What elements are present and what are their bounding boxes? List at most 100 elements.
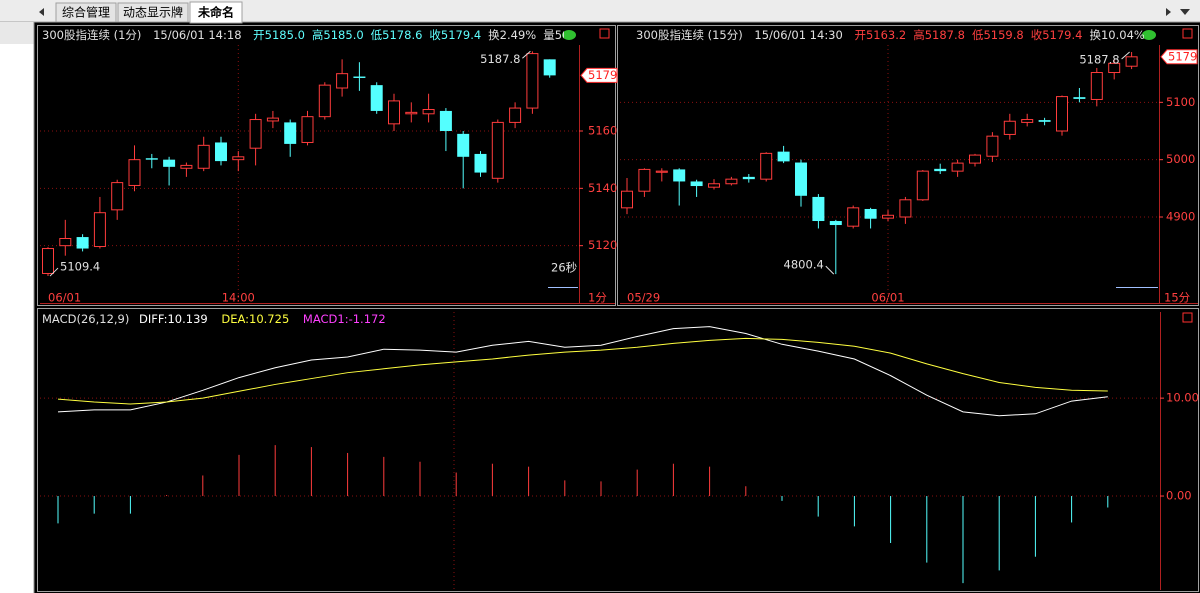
candle-body — [1090, 72, 1103, 100]
maximize-icon[interactable] — [1182, 28, 1193, 39]
candle-body — [526, 53, 539, 109]
candle-body — [422, 109, 435, 115]
candle-body — [673, 169, 686, 182]
candle-body — [215, 142, 227, 162]
candle-body — [847, 207, 860, 227]
legend-entry: DEA:10.725 — [221, 312, 289, 326]
candle-body — [491, 121, 504, 179]
tab-bar — [0, 0, 1200, 22]
header-stat: 换10.04% — [1089, 28, 1144, 42]
header-stat: 收5179.4 — [429, 28, 481, 42]
candle-body — [934, 168, 947, 172]
side-panel-header — [0, 22, 34, 44]
candle-body — [969, 154, 981, 164]
candle-body — [439, 110, 452, 131]
candle-body — [1038, 120, 1051, 122]
candle-body — [474, 153, 487, 173]
y-tick-label: 5140 — [588, 181, 617, 195]
candle-body — [59, 238, 72, 247]
tab-label[interactable]: 未命名 — [197, 5, 234, 20]
annotation-leader — [825, 265, 835, 275]
candle-body — [336, 73, 349, 89]
candle-body — [864, 208, 877, 219]
header-stat: 开5185.0 — [253, 28, 305, 42]
chart-header: 300股指连续 (1分) 15/06/01 14:18 开5185.0 高5185… — [42, 28, 584, 42]
macd-line — [57, 337, 1108, 405]
tab-label[interactable]: 综合管理 — [62, 5, 110, 20]
header-stat: 高5187.8 — [913, 28, 965, 42]
tab-label[interactable]: 动态显示牌 — [123, 6, 183, 20]
maximize-icon[interactable] — [1182, 312, 1193, 323]
maximize-icon[interactable] — [599, 28, 610, 39]
candle-body — [405, 111, 418, 115]
candle-body — [725, 178, 738, 185]
high-annotation: 5187.8 — [1079, 52, 1119, 66]
candle-body — [509, 107, 522, 123]
candle-body — [1021, 119, 1034, 123]
annotation-leader — [1121, 51, 1130, 60]
side-panel — [0, 22, 34, 593]
header-stat: 收5179.4 — [1031, 28, 1083, 42]
last-price-box — [580, 67, 618, 83]
status-icon — [562, 30, 576, 40]
tab-scroll-left[interactable] — [39, 8, 44, 16]
candle-body — [621, 190, 633, 209]
y-tick-label: 5000 — [1166, 152, 1195, 166]
chart-datetime: 15/06/01 14:30 — [754, 28, 842, 42]
y-tick-label: 10.00 — [1166, 391, 1199, 405]
y-tick-label: 4900 — [1166, 210, 1195, 224]
candle-body — [777, 151, 790, 162]
candle-body — [93, 212, 106, 248]
last-price-label: 5179 — [588, 68, 617, 82]
header-stat: 高5185.0 — [312, 28, 364, 42]
low-annotation: 5109.4 — [60, 260, 100, 274]
y-tick-label: 5120 — [588, 238, 617, 252]
countdown: 26秒 — [551, 261, 577, 275]
legend-entry: MACD1:-1.172 — [303, 312, 386, 326]
candle-body — [284, 122, 297, 144]
candle-body — [388, 100, 400, 125]
tab[interactable] — [117, 2, 189, 23]
candle-body — [951, 162, 964, 172]
tab[interactable] — [55, 2, 117, 23]
annotation-leader — [522, 50, 531, 59]
y-tick-label: 0.00 — [1166, 489, 1192, 503]
chart-datetime: 15/06/01 14:18 — [153, 28, 241, 42]
header-stat: 量5078 — [543, 28, 584, 42]
candle-body — [986, 135, 999, 157]
last-price-box — [1160, 49, 1198, 65]
candle-body — [76, 237, 89, 249]
chart-title: MACD(26,12,9) — [42, 312, 129, 326]
tab-active[interactable] — [189, 1, 243, 24]
candle-body — [543, 59, 556, 76]
header-stat: 开5163.2 — [854, 28, 906, 42]
candle-body — [266, 117, 279, 122]
candle-body — [301, 116, 314, 143]
high-annotation: 5187.8 — [480, 52, 520, 66]
candle-body — [760, 152, 773, 180]
candle-body — [795, 162, 807, 196]
candle-body — [1073, 97, 1086, 99]
candle-body — [128, 159, 141, 186]
candle-body — [457, 133, 470, 157]
candle-body — [353, 76, 366, 78]
x-tick-label: 06/01 — [48, 291, 81, 305]
candle-body — [708, 183, 720, 188]
candle-body — [690, 181, 703, 187]
candle-body — [882, 214, 894, 219]
tab-scroll-right[interactable] — [1166, 8, 1171, 16]
last-price-label: 5179 — [1168, 49, 1197, 63]
candle-body — [1125, 56, 1138, 67]
tab-menu[interactable] — [1180, 9, 1190, 15]
candle-body — [249, 119, 262, 149]
low-annotation: 4800.4 — [784, 258, 824, 272]
period-label: 1分 — [588, 291, 607, 305]
candle-body — [742, 176, 755, 180]
candle-body — [42, 248, 54, 274]
candle-body — [1003, 120, 1016, 135]
candle-body — [145, 158, 158, 160]
candle-body — [829, 221, 842, 226]
y-tick-label: 5100 — [1166, 95, 1195, 109]
period-label: 15分 — [1164, 291, 1191, 305]
